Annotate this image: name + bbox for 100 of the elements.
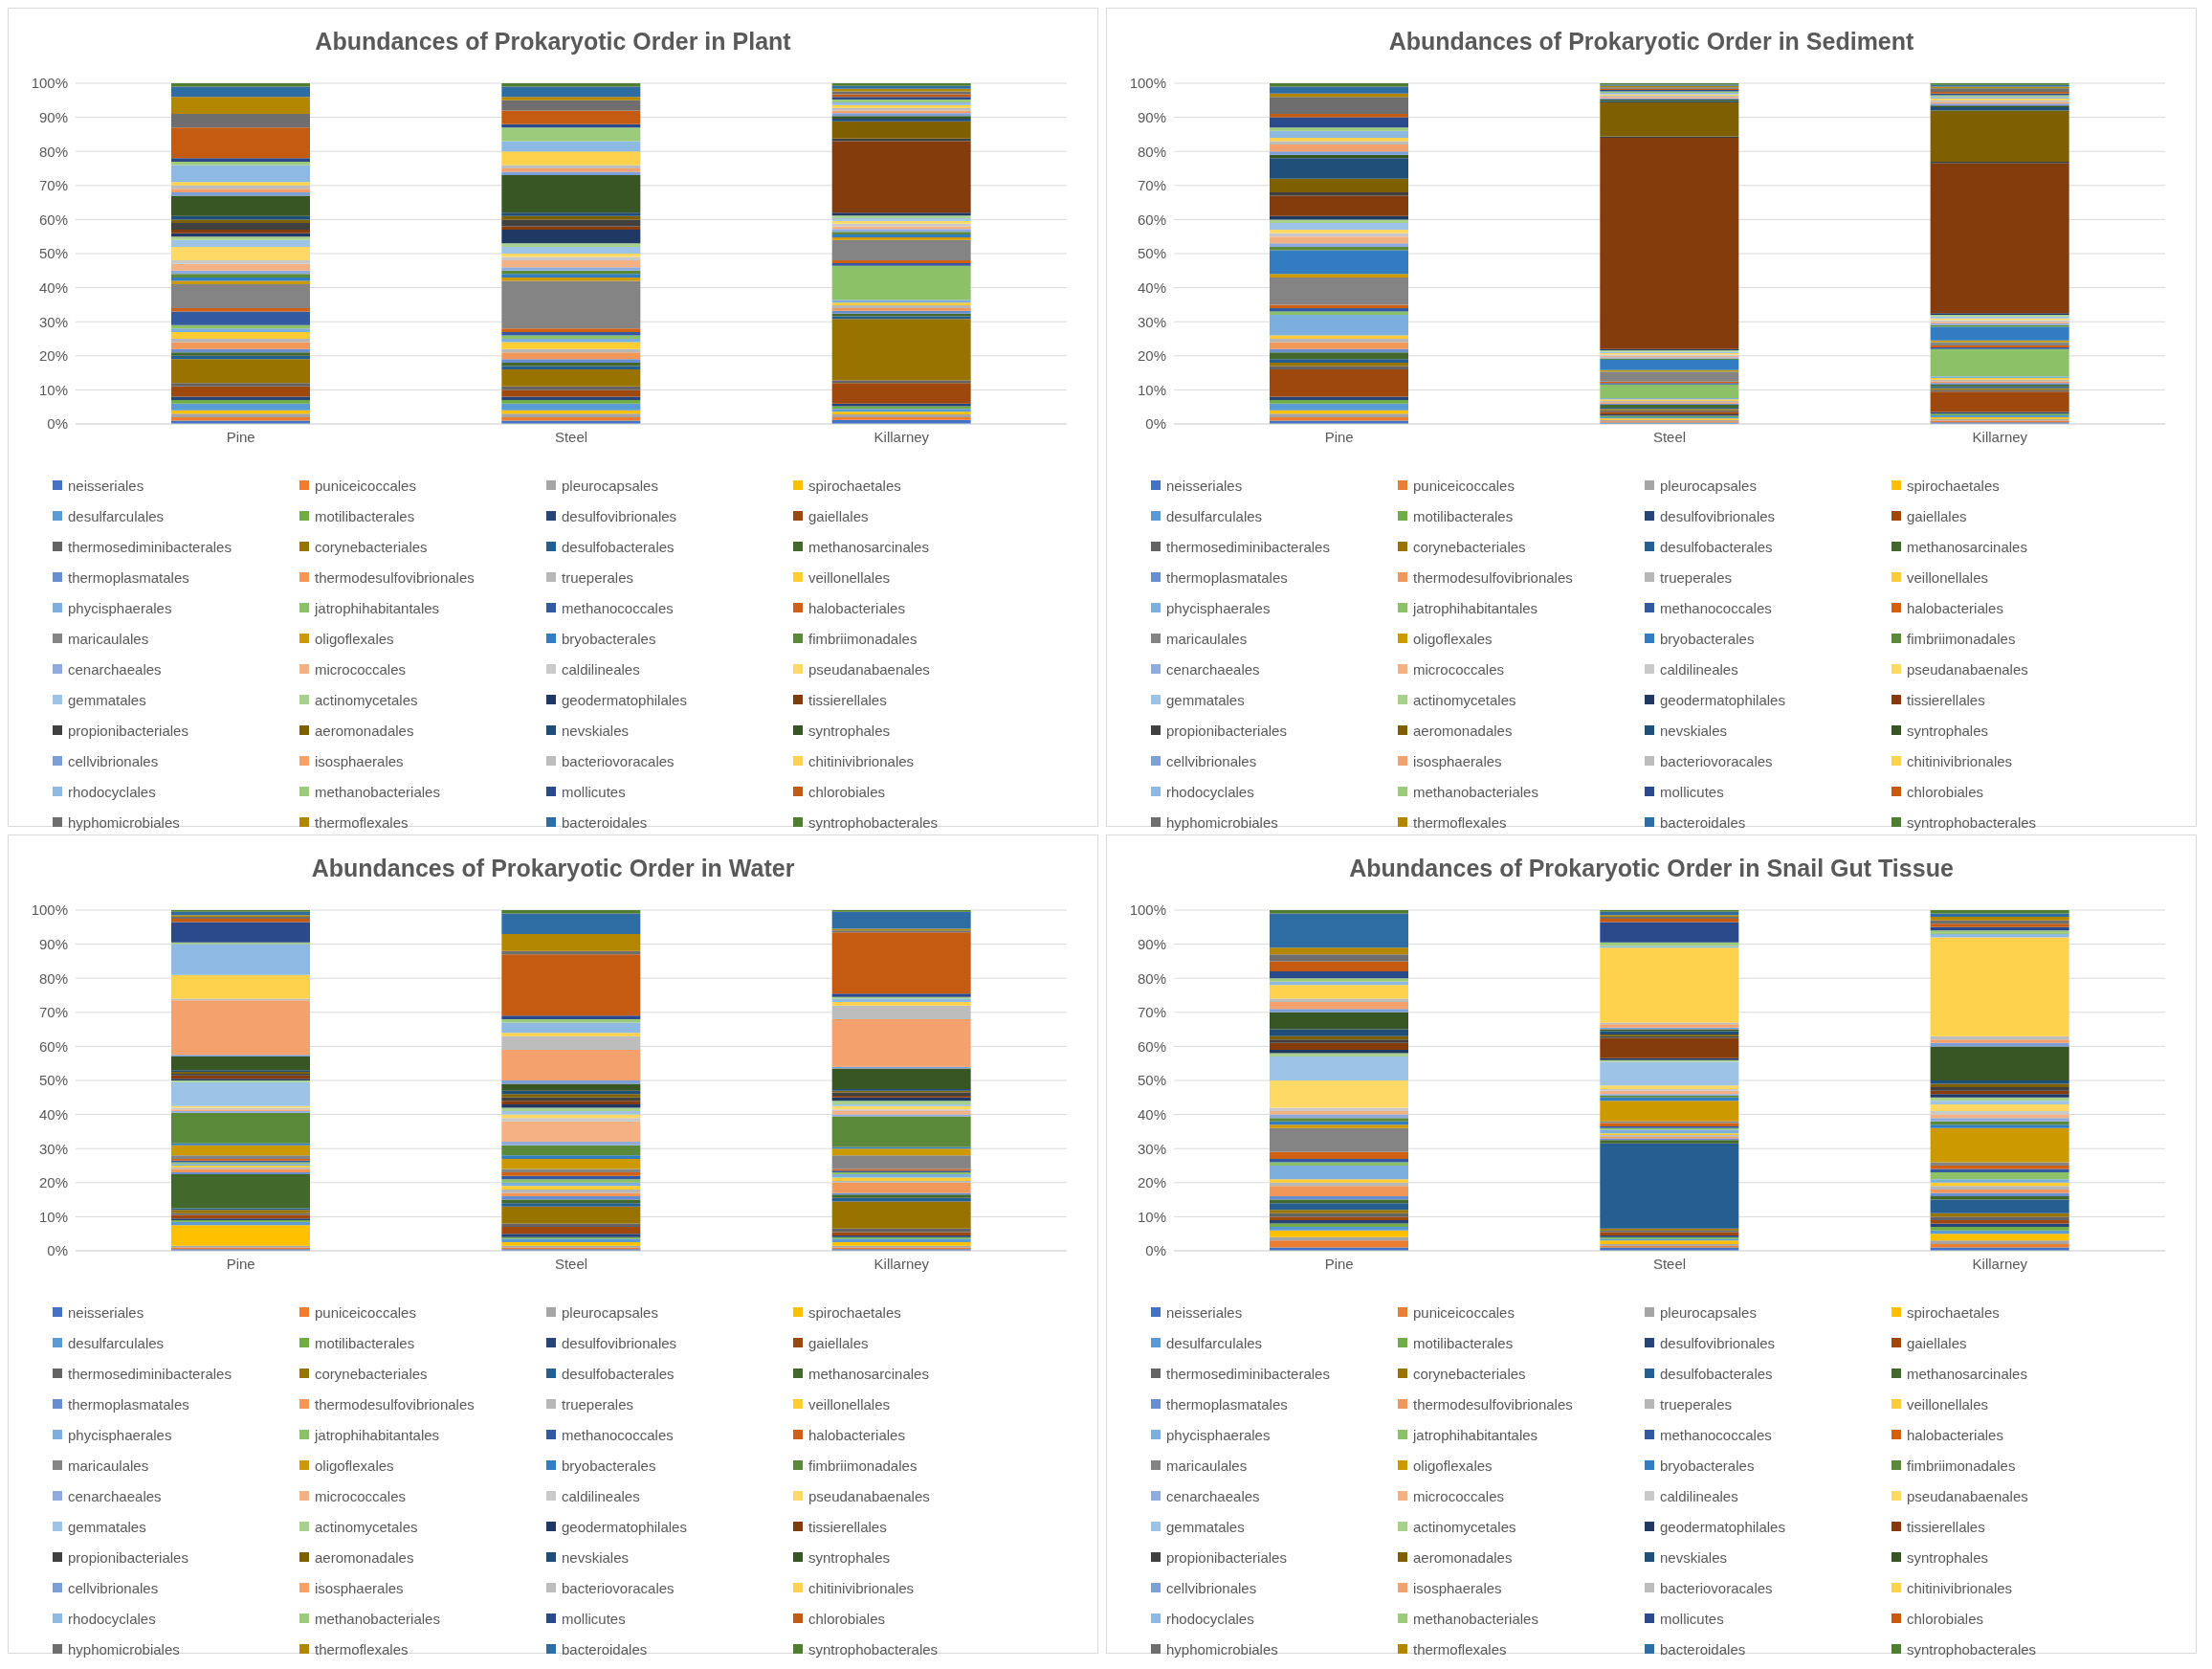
legend-label: corynebacteriales [1413, 538, 1526, 555]
legend-label: halobacteriales [808, 599, 905, 616]
legend-label: motilibacterales [1413, 507, 1514, 524]
legend-label: thermoplasmatales [68, 568, 189, 586]
legend-label: chlorobiales [808, 783, 886, 800]
legend-label: halobacteriales [1907, 599, 2003, 616]
legend-label: methanosarcinales [1907, 1365, 2027, 1382]
legend-label: bryobacterales [562, 630, 656, 647]
legend-label: gemmatales [68, 691, 146, 708]
legend-label: veillonellales [1907, 568, 1989, 586]
legend-label: tissierellales [1907, 1518, 1985, 1535]
y-tick-label: 90% [1137, 935, 1166, 952]
legend-label: isosphaerales [315, 752, 404, 769]
legend-label: fimbriimonadales [1907, 630, 2016, 647]
y-tick-label: 40% [1137, 278, 1166, 296]
legend-label: nevskiales [562, 722, 630, 739]
legend-label: actinomycetales [315, 1518, 418, 1535]
legend-label: phycisphaerales [1166, 599, 1271, 616]
y-tick-label: 100% [1129, 901, 1166, 919]
y-tick-label: 100% [1129, 75, 1166, 92]
y-tick-label: 100% [31, 75, 68, 92]
legend-label: pseudanabaenales [808, 660, 930, 678]
chart-title: Abundances of Prokaryotic Order in Water [310, 854, 796, 883]
legend-label: maricaulales [68, 630, 149, 647]
legend-label: hyphomicrobiales [1166, 1640, 1278, 1658]
chart-title: Abundances of Prokaryotic Order in Plant [314, 27, 792, 56]
legend-label: maricaulales [68, 1457, 149, 1474]
y-tick-label: 60% [1137, 1037, 1166, 1055]
legend-label: trueperales [562, 1395, 634, 1413]
legend-label: tissierellales [1907, 691, 1985, 708]
legend-label: desulfobacterales [562, 538, 675, 555]
x-tick-label: Steel [1652, 1255, 1687, 1272]
x-tick-label: Steel [554, 1255, 588, 1272]
legend-label: bacteriovoracales [562, 1579, 675, 1596]
legend-label: nevskiales [1660, 1548, 1728, 1566]
legend-label: veillonellales [808, 1395, 891, 1413]
legend-label: hyphomicrobiales [1166, 813, 1278, 831]
legend-label: nevskiales [562, 1548, 630, 1566]
y-tick-label: 80% [38, 143, 68, 160]
y-tick-label: 90% [38, 935, 68, 952]
legend-label: desulfobacterales [1660, 1365, 1773, 1382]
legend-label: syntrophales [808, 722, 891, 739]
legend-label: actinomycetales [315, 691, 418, 708]
x-tick-label: Killarney [1972, 428, 2028, 445]
legend-label: desulfobacterales [562, 1365, 675, 1382]
legend-label: pleurocapsales [1660, 477, 1757, 494]
legend-label: cellvibrionales [68, 752, 159, 769]
legend-label: isosphaerales [315, 1579, 404, 1596]
legend-label: desulfobacterales [1660, 538, 1773, 555]
legend-label: thermosediminibacterales [68, 1365, 232, 1382]
legend-label: thermoflexales [1413, 813, 1507, 831]
legend-label: jatrophihabitantales [315, 599, 440, 616]
legend-label: oligoflexales [315, 630, 394, 647]
legend-label: gaiellales [1907, 1334, 1967, 1351]
y-tick-label: 30% [1137, 313, 1166, 330]
legend-label: jatrophihabitantales [315, 1426, 440, 1443]
y-tick-label: 50% [1137, 245, 1166, 262]
legend-label: propionibacteriales [68, 1548, 188, 1566]
y-tick-label: 20% [38, 1174, 68, 1191]
legend-label: pleurocapsales [562, 1303, 658, 1321]
legend-label: desulfarculales [1166, 507, 1263, 524]
legend-label: chitinivibrionales [1907, 1579, 2013, 1596]
y-tick-label: 80% [1137, 969, 1166, 987]
legend-label: caldilineales [1660, 660, 1738, 678]
legend-label: halobacteriales [1907, 1426, 2003, 1443]
legend-label: chitinivibrionales [808, 752, 915, 769]
legend-label: fimbriimonadales [1907, 1457, 2016, 1474]
legend-label: trueperales [1660, 1395, 1733, 1413]
legend-label: neisseriales [1166, 477, 1243, 494]
x-tick-label: Pine [1324, 1255, 1354, 1272]
legend-label: actinomycetales [1413, 691, 1516, 708]
legend-label: thermoflexales [1413, 1640, 1507, 1658]
legend-label: isosphaerales [1413, 752, 1502, 769]
legend-label: halobacteriales [808, 1426, 905, 1443]
legend-label: rhodocyclales [1166, 783, 1254, 800]
y-tick-label: 10% [1137, 1208, 1166, 1225]
legend-label: veillonellales [1907, 1395, 1989, 1413]
legend-label: trueperales [1660, 568, 1733, 586]
legend-label: syntrophobacterales [808, 1640, 939, 1658]
legend-label: bacteroidales [1660, 813, 1746, 831]
legend-label: pseudanabaenales [1907, 1487, 2028, 1504]
legend-label: cellvibrionales [68, 1579, 159, 1596]
y-tick-label: 70% [38, 1004, 68, 1021]
legend-label: gemmatales [1166, 691, 1245, 708]
legend-label: spirochaetales [1907, 1303, 2000, 1321]
legend-label: chlorobiales [1907, 783, 1984, 800]
y-tick-label: 40% [38, 1105, 68, 1123]
legend-label: bacteroidales [1660, 1640, 1746, 1658]
y-tick-label: 60% [38, 1037, 68, 1055]
legend-label: tissierellales [808, 1518, 887, 1535]
legend-label: pleurocapsales [1660, 1303, 1757, 1321]
legend-label: spirochaetales [808, 1303, 901, 1321]
legend-label: geodermatophilales [1660, 1518, 1785, 1535]
legend-label: aeromonadales [315, 1548, 414, 1566]
legend-label: rhodocyclales [1166, 1610, 1254, 1627]
legend-label: veillonellales [808, 568, 891, 586]
legend-label: thermosediminibacterales [1166, 538, 1330, 555]
legend-label: mollicutes [562, 783, 626, 800]
legend-label: gaiellales [1907, 507, 1967, 524]
legend-label: methanosarcinales [808, 538, 929, 555]
